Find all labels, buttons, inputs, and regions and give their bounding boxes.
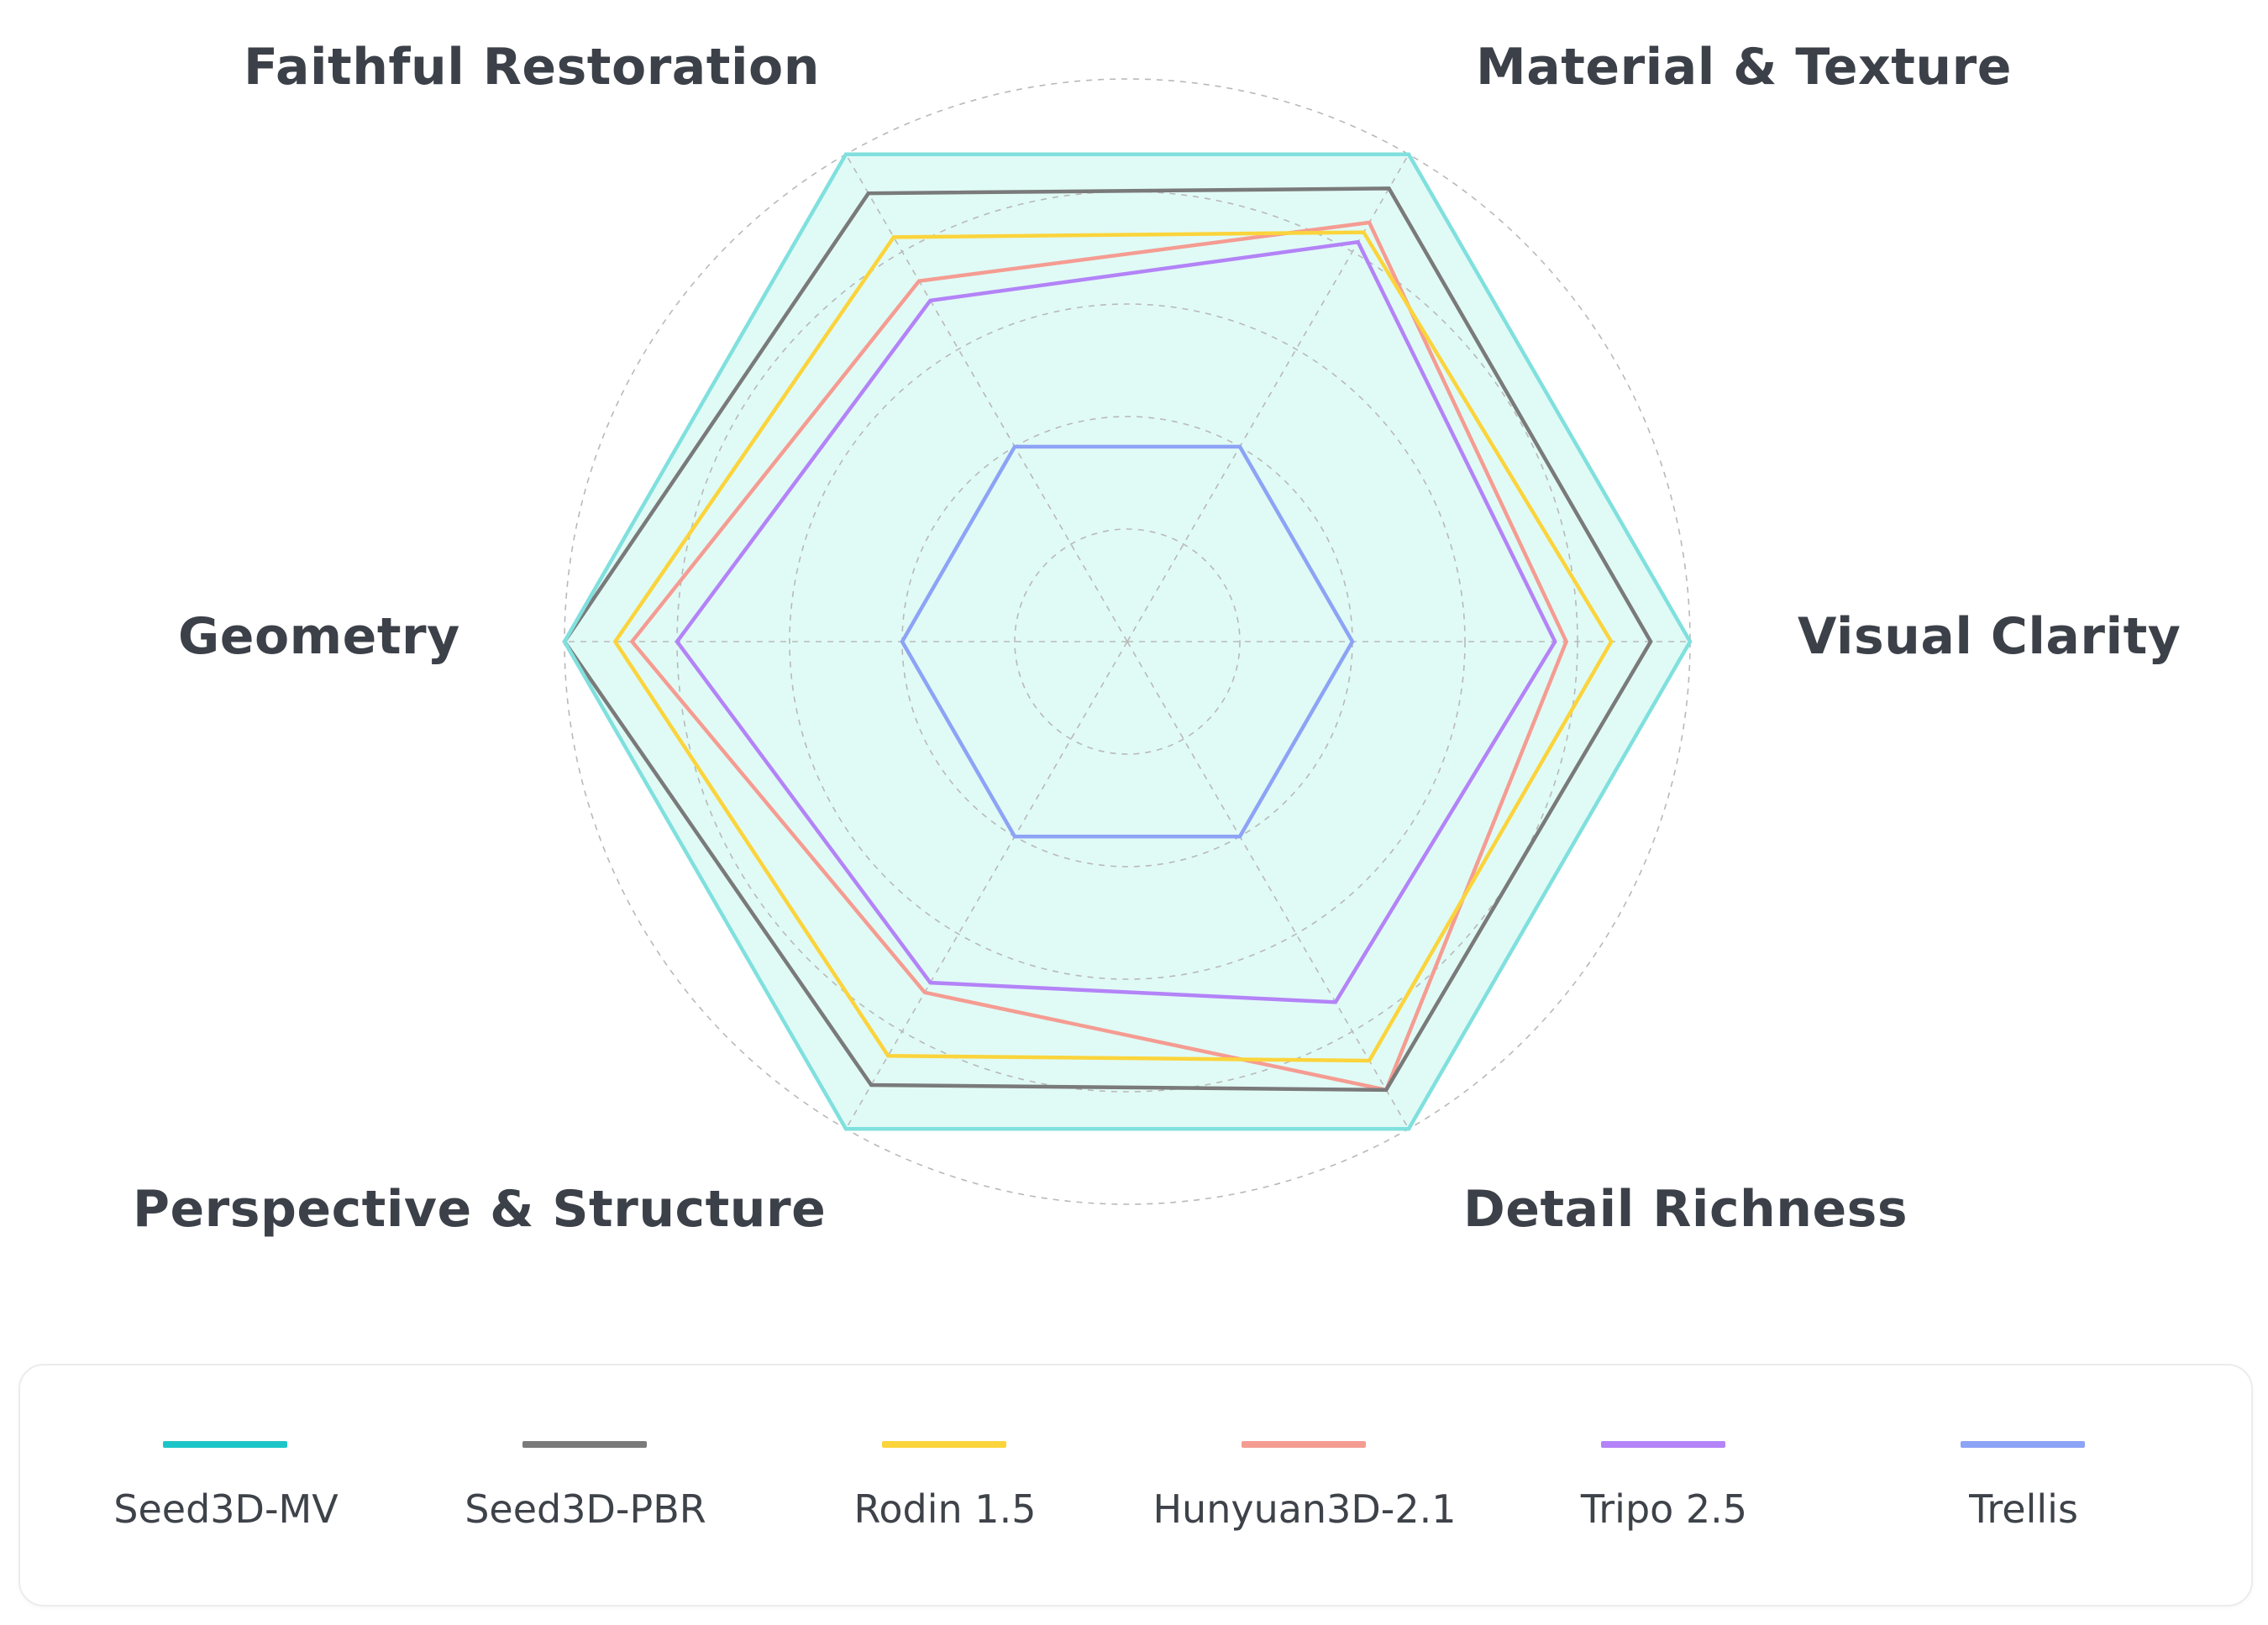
axis-label-visual-clarity: Visual Clarity [1798, 607, 2181, 666]
series-line [900, 444, 1355, 839]
legend-item-trellis: Trellis [1851, 1366, 2187, 1605]
legend-label: Tripo 2.5 [1580, 1486, 1748, 1532]
series-line [612, 230, 1614, 1063]
legend-swatch [1242, 1441, 1366, 1448]
legend-swatch [882, 1441, 1006, 1448]
axis-label-detail-richness: Detail Richness [1463, 1180, 1908, 1239]
legend-label: Rodin 1.5 [853, 1486, 1037, 1532]
grid-ring [789, 303, 1466, 980]
legend-item-tripo: Tripo 2.5 [1492, 1366, 1828, 1605]
legend-label: Seed3D-PBR [465, 1486, 706, 1532]
grid-ring [1014, 528, 1241, 755]
legend-swatch [522, 1441, 647, 1448]
legend-item-seed3d-mv: Seed3D-MV [54, 1366, 390, 1605]
axis-label-faithful-restoration: Faithful Restoration [244, 38, 820, 97]
legend-label: Seed3D-MV [113, 1486, 339, 1532]
legend-label: Trellis [1969, 1486, 2078, 1532]
axis-label-geometry: Geometry [178, 607, 460, 666]
legend-item-seed3d-pbr: Seed3D-PBR [413, 1366, 749, 1605]
axis-label-perspective-structure: Perspective & Structure [133, 1180, 827, 1239]
legend-item-hunyuan3d: Hunyuan3D-2.1 [1132, 1366, 1468, 1605]
legend-label: Hunyuan3D-2.1 [1152, 1486, 1457, 1532]
series-line [562, 152, 1693, 1131]
legend-item-rodin: Rodin 1.5 [773, 1366, 1109, 1605]
axis-label-material-texture: Material & Texture [1476, 38, 2012, 97]
series-line [675, 239, 1557, 1004]
legend-swatch [1601, 1441, 1725, 1448]
legend-swatch [1961, 1441, 2085, 1448]
legend: Seed3D-MV Seed3D-PBR Rodin 1.5 Hunyuan3D… [18, 1364, 2253, 1607]
legend-swatch [163, 1441, 287, 1448]
